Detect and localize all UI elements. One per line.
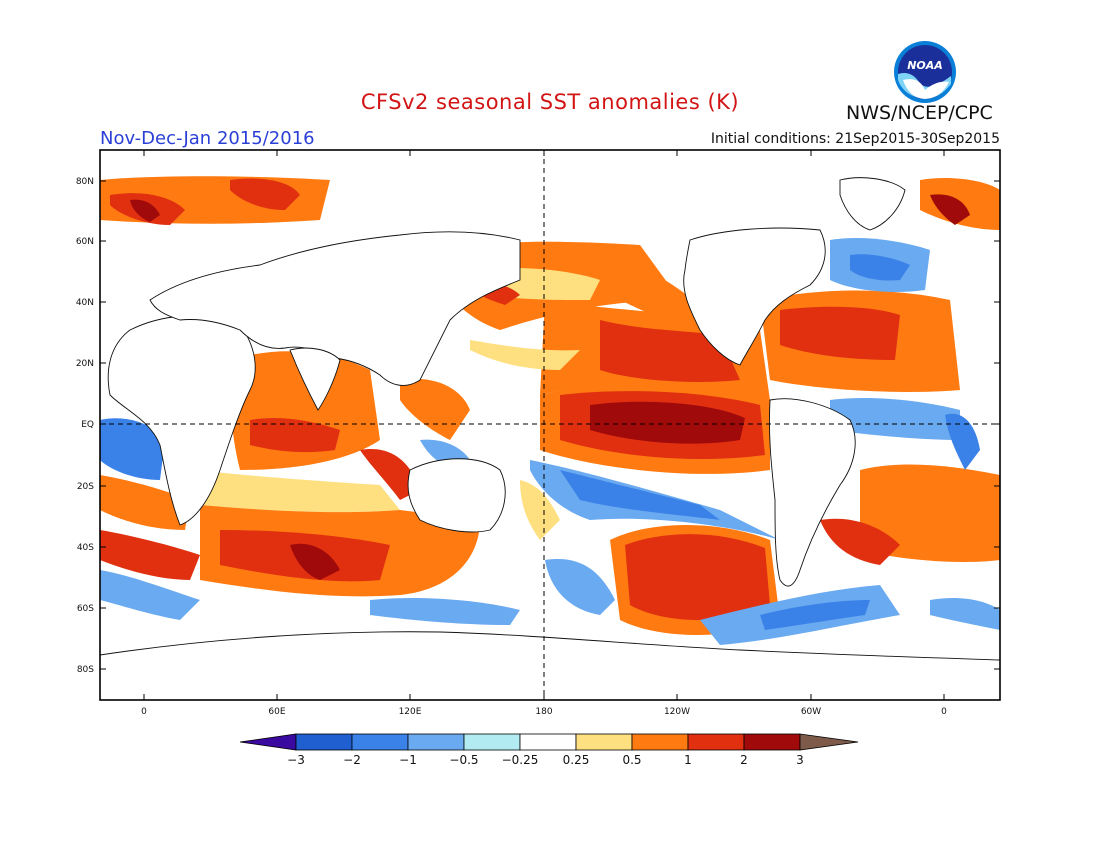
colorbar-label: −2 <box>343 753 361 767</box>
colorbar-segment <box>351 733 409 751</box>
initial-conditions: Initial conditions: 21Sep2015-30Sep2015 <box>710 131 1000 147</box>
colorbar-segment <box>463 733 521 751</box>
forecast-period: Nov-Dec-Jan 2015/2016 <box>100 128 315 149</box>
lon-label: 120E <box>399 707 422 717</box>
colorbar-segment <box>295 733 353 751</box>
colorbar-label: 2 <box>740 753 748 767</box>
colorbar-label: 0.25 <box>563 753 590 767</box>
colorbar-label: 1 <box>684 753 692 767</box>
colorbar-segment <box>407 733 465 751</box>
axis-ticks: 80N 60N 40N 20N EQ 20S 40S 60S 80S 0 60E 120E 180 120… <box>76 150 1000 717</box>
lat-label: 60N <box>76 237 94 247</box>
colorbar-segment <box>519 733 577 751</box>
coastlines <box>100 177 1000 700</box>
lat-label: 40S <box>77 543 94 553</box>
organization-label: NWS/NCEP/CPC <box>846 102 993 124</box>
lat-label: 40N <box>76 298 94 308</box>
colorbar-low-arrow <box>239 733 297 751</box>
lon-label: 60E <box>268 707 285 717</box>
colorbar-label: −0.25 <box>502 753 539 767</box>
lat-label: 20S <box>77 482 94 492</box>
colorbar-label: −3 <box>287 753 305 767</box>
lon-label: 180 <box>535 707 552 717</box>
map-frame <box>99 149 1001 701</box>
colorbar-label: −1 <box>399 753 417 767</box>
colorbar-label: 3 <box>796 753 804 767</box>
lat-label: 20N <box>76 359 94 369</box>
colorbar-segment <box>687 733 745 751</box>
noaa-logo-text: NOAA <box>907 59 943 72</box>
colorbar: −3 −2 −1 −0.5 −0.25 0.25 0.5 1 2 3 <box>239 733 859 767</box>
lat-label: 60S <box>77 604 94 614</box>
colorbar-label: 0.5 <box>622 753 641 767</box>
lon-label: 0 <box>141 707 147 717</box>
colorbar-label: −0.5 <box>449 753 478 767</box>
lat-label: 80N <box>76 177 94 187</box>
colorbar-segment <box>743 733 801 751</box>
lat-label: EQ <box>81 420 94 430</box>
colorbar-high-arrow <box>799 733 859 751</box>
lon-label: 60W <box>801 707 821 717</box>
lon-label: 120W <box>664 707 690 717</box>
lat-label: 80S <box>77 665 94 675</box>
map-title: CFSv2 seasonal SST anomalies (K) <box>360 90 740 114</box>
anomaly-field <box>100 150 1000 700</box>
colorbar-segment <box>575 733 633 751</box>
lon-label: 0 <box>941 707 947 717</box>
colorbar-segment <box>631 733 689 751</box>
noaa-logo: NOAA <box>894 41 956 103</box>
